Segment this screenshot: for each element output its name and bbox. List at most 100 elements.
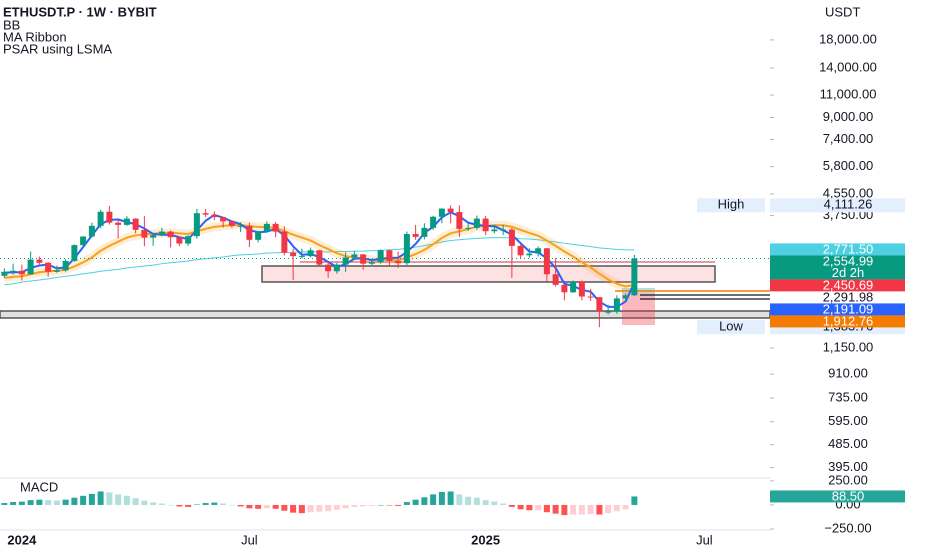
macd-bar: [368, 504, 375, 506]
macd-bar: [193, 504, 200, 505]
candle-body: [10, 270, 17, 272]
macd-bar: [158, 503, 165, 505]
price-tag-label: 2,554.99: [823, 253, 874, 268]
candle-body: [62, 260, 69, 271]
macd-bar: [45, 500, 52, 505]
candle-body: [386, 250, 393, 261]
price-tag: [770, 303, 905, 316]
macd-bar: [272, 504, 279, 509]
macd-bar: [150, 502, 157, 505]
macd-bar: [290, 504, 297, 513]
macd-bar: [263, 504, 270, 509]
candle-body: [395, 260, 402, 264]
candle-body: [202, 213, 209, 215]
macd-bar: [62, 499, 69, 505]
candle-body: [360, 254, 367, 264]
y-tick-label: 11,000.00: [820, 86, 877, 101]
y-tick-label: 5,800.00: [823, 158, 874, 173]
macd-bar: [298, 504, 305, 514]
candle-body: [106, 211, 113, 223]
candle-body: [272, 223, 279, 232]
macd-bar: [342, 504, 349, 509]
candle-body: [430, 216, 437, 228]
macd-bar: [622, 504, 629, 510]
candle-body: [185, 236, 192, 244]
indicator-line: [4, 223, 635, 288]
candle-body: [325, 264, 332, 272]
macd-bar: [307, 504, 314, 513]
macd-bar: [543, 504, 550, 513]
candle-body: [631, 258, 638, 296]
macd-tag: [770, 490, 905, 503]
candle-body: [456, 212, 463, 229]
y-tick-label: −250.00: [824, 520, 871, 535]
candle-body: [281, 231, 288, 253]
macd-bar: [570, 504, 577, 515]
macd-bar: [132, 498, 139, 505]
candle-body: [141, 229, 148, 238]
macd-bar: [325, 504, 332, 512]
macd-bar: [561, 504, 568, 516]
candle-body: [421, 227, 428, 237]
candle-body: [1, 271, 8, 276]
candle-body: [403, 234, 410, 264]
legend-entry: MA Ribbon: [3, 29, 67, 44]
candle-body: [123, 218, 130, 225]
macd-bar: [97, 491, 104, 505]
macd-bar: [386, 504, 393, 506]
macd-bar: [202, 503, 209, 505]
macd-bar: [552, 504, 559, 514]
macd-bar: [596, 504, 603, 515]
price-tag-label: 2,291.98: [823, 289, 874, 304]
candle-body: [45, 262, 52, 272]
candle-body: [237, 225, 244, 227]
price-tag: [770, 243, 905, 256]
candle-body: [97, 211, 104, 226]
extreme-caption: High: [718, 197, 745, 212]
candle-body: [290, 252, 297, 257]
legend-entry: PSAR using LSMA: [3, 41, 112, 56]
candle-body: [316, 250, 323, 265]
macd-bar: [395, 504, 402, 506]
macd-bar: [535, 504, 542, 511]
macd-bar: [491, 501, 498, 505]
chart-title: ETHUSDT.P · 1W · BYBIT: [3, 4, 157, 19]
macd-bar: [351, 504, 358, 507]
candle-body: [552, 274, 559, 285]
macd-bar: [167, 504, 174, 506]
macd-bar: [80, 495, 87, 505]
macd-bar: [500, 503, 507, 505]
macd-bar: [578, 504, 585, 515]
macd-bar: [220, 503, 227, 505]
candle-body: [438, 208, 445, 217]
macd-bar: [246, 504, 253, 509]
candle-body: [526, 253, 533, 256]
macd-bar: [228, 504, 235, 506]
macd-bar: [316, 504, 323, 512]
candle-body: [543, 248, 550, 275]
y-tick-label: 735.00: [828, 390, 868, 405]
macd-title: MACD: [20, 479, 58, 494]
candle-body: [570, 281, 577, 293]
candle-body: [150, 235, 157, 238]
candle-body: [368, 262, 375, 264]
price-tag-label: 2,191.09: [823, 301, 874, 316]
macd-bar: [517, 504, 524, 510]
zone-box: [261, 265, 716, 283]
candle-body: [342, 257, 349, 265]
extreme-caption-bg: [697, 320, 765, 335]
y-tick-label: 7,400.00: [823, 131, 874, 146]
y-tick-label: 9,000.00: [823, 109, 874, 124]
candle-body: [561, 284, 568, 293]
y-tick-label: 485.00: [828, 436, 868, 451]
macd-bar: [211, 502, 218, 505]
price-tag: [770, 255, 905, 280]
macd-bar: [123, 495, 130, 505]
extreme-caption-bg: [697, 198, 765, 213]
candle-body: [53, 270, 60, 272]
candle-body: [115, 222, 122, 225]
candle-body: [333, 264, 340, 272]
candle-body: [263, 223, 270, 232]
macd-bar: [430, 494, 437, 505]
